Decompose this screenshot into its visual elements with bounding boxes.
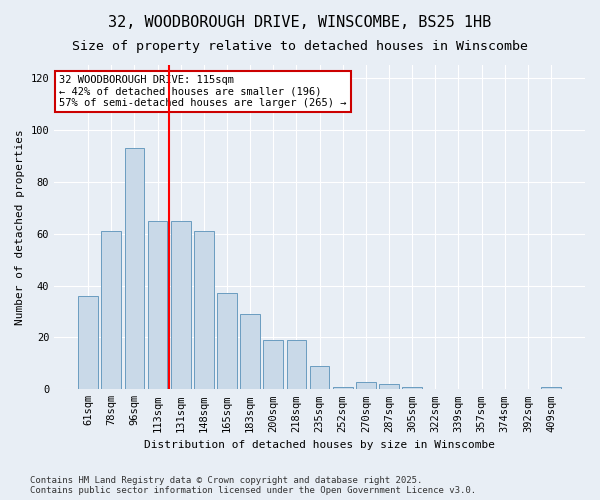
Bar — [148, 220, 167, 390]
Bar — [194, 231, 214, 390]
Bar — [287, 340, 306, 390]
X-axis label: Distribution of detached houses by size in Winscombe: Distribution of detached houses by size … — [144, 440, 495, 450]
Bar — [356, 382, 376, 390]
Text: Size of property relative to detached houses in Winscombe: Size of property relative to detached ho… — [72, 40, 528, 53]
Text: 32 WOODBOROUGH DRIVE: 115sqm
← 42% of detached houses are smaller (196)
57% of s: 32 WOODBOROUGH DRIVE: 115sqm ← 42% of de… — [59, 74, 347, 108]
Bar — [333, 386, 353, 390]
Text: 32, WOODBOROUGH DRIVE, WINSCOMBE, BS25 1HB: 32, WOODBOROUGH DRIVE, WINSCOMBE, BS25 1… — [109, 15, 491, 30]
Bar — [263, 340, 283, 390]
Y-axis label: Number of detached properties: Number of detached properties — [15, 130, 25, 325]
Bar — [379, 384, 399, 390]
Bar — [403, 386, 422, 390]
Bar — [125, 148, 144, 390]
Text: Contains HM Land Registry data © Crown copyright and database right 2025.
Contai: Contains HM Land Registry data © Crown c… — [30, 476, 476, 495]
Bar — [541, 386, 561, 390]
Bar — [171, 220, 191, 390]
Bar — [101, 231, 121, 390]
Bar — [78, 296, 98, 390]
Bar — [310, 366, 329, 390]
Bar — [241, 314, 260, 390]
Bar — [217, 294, 237, 390]
